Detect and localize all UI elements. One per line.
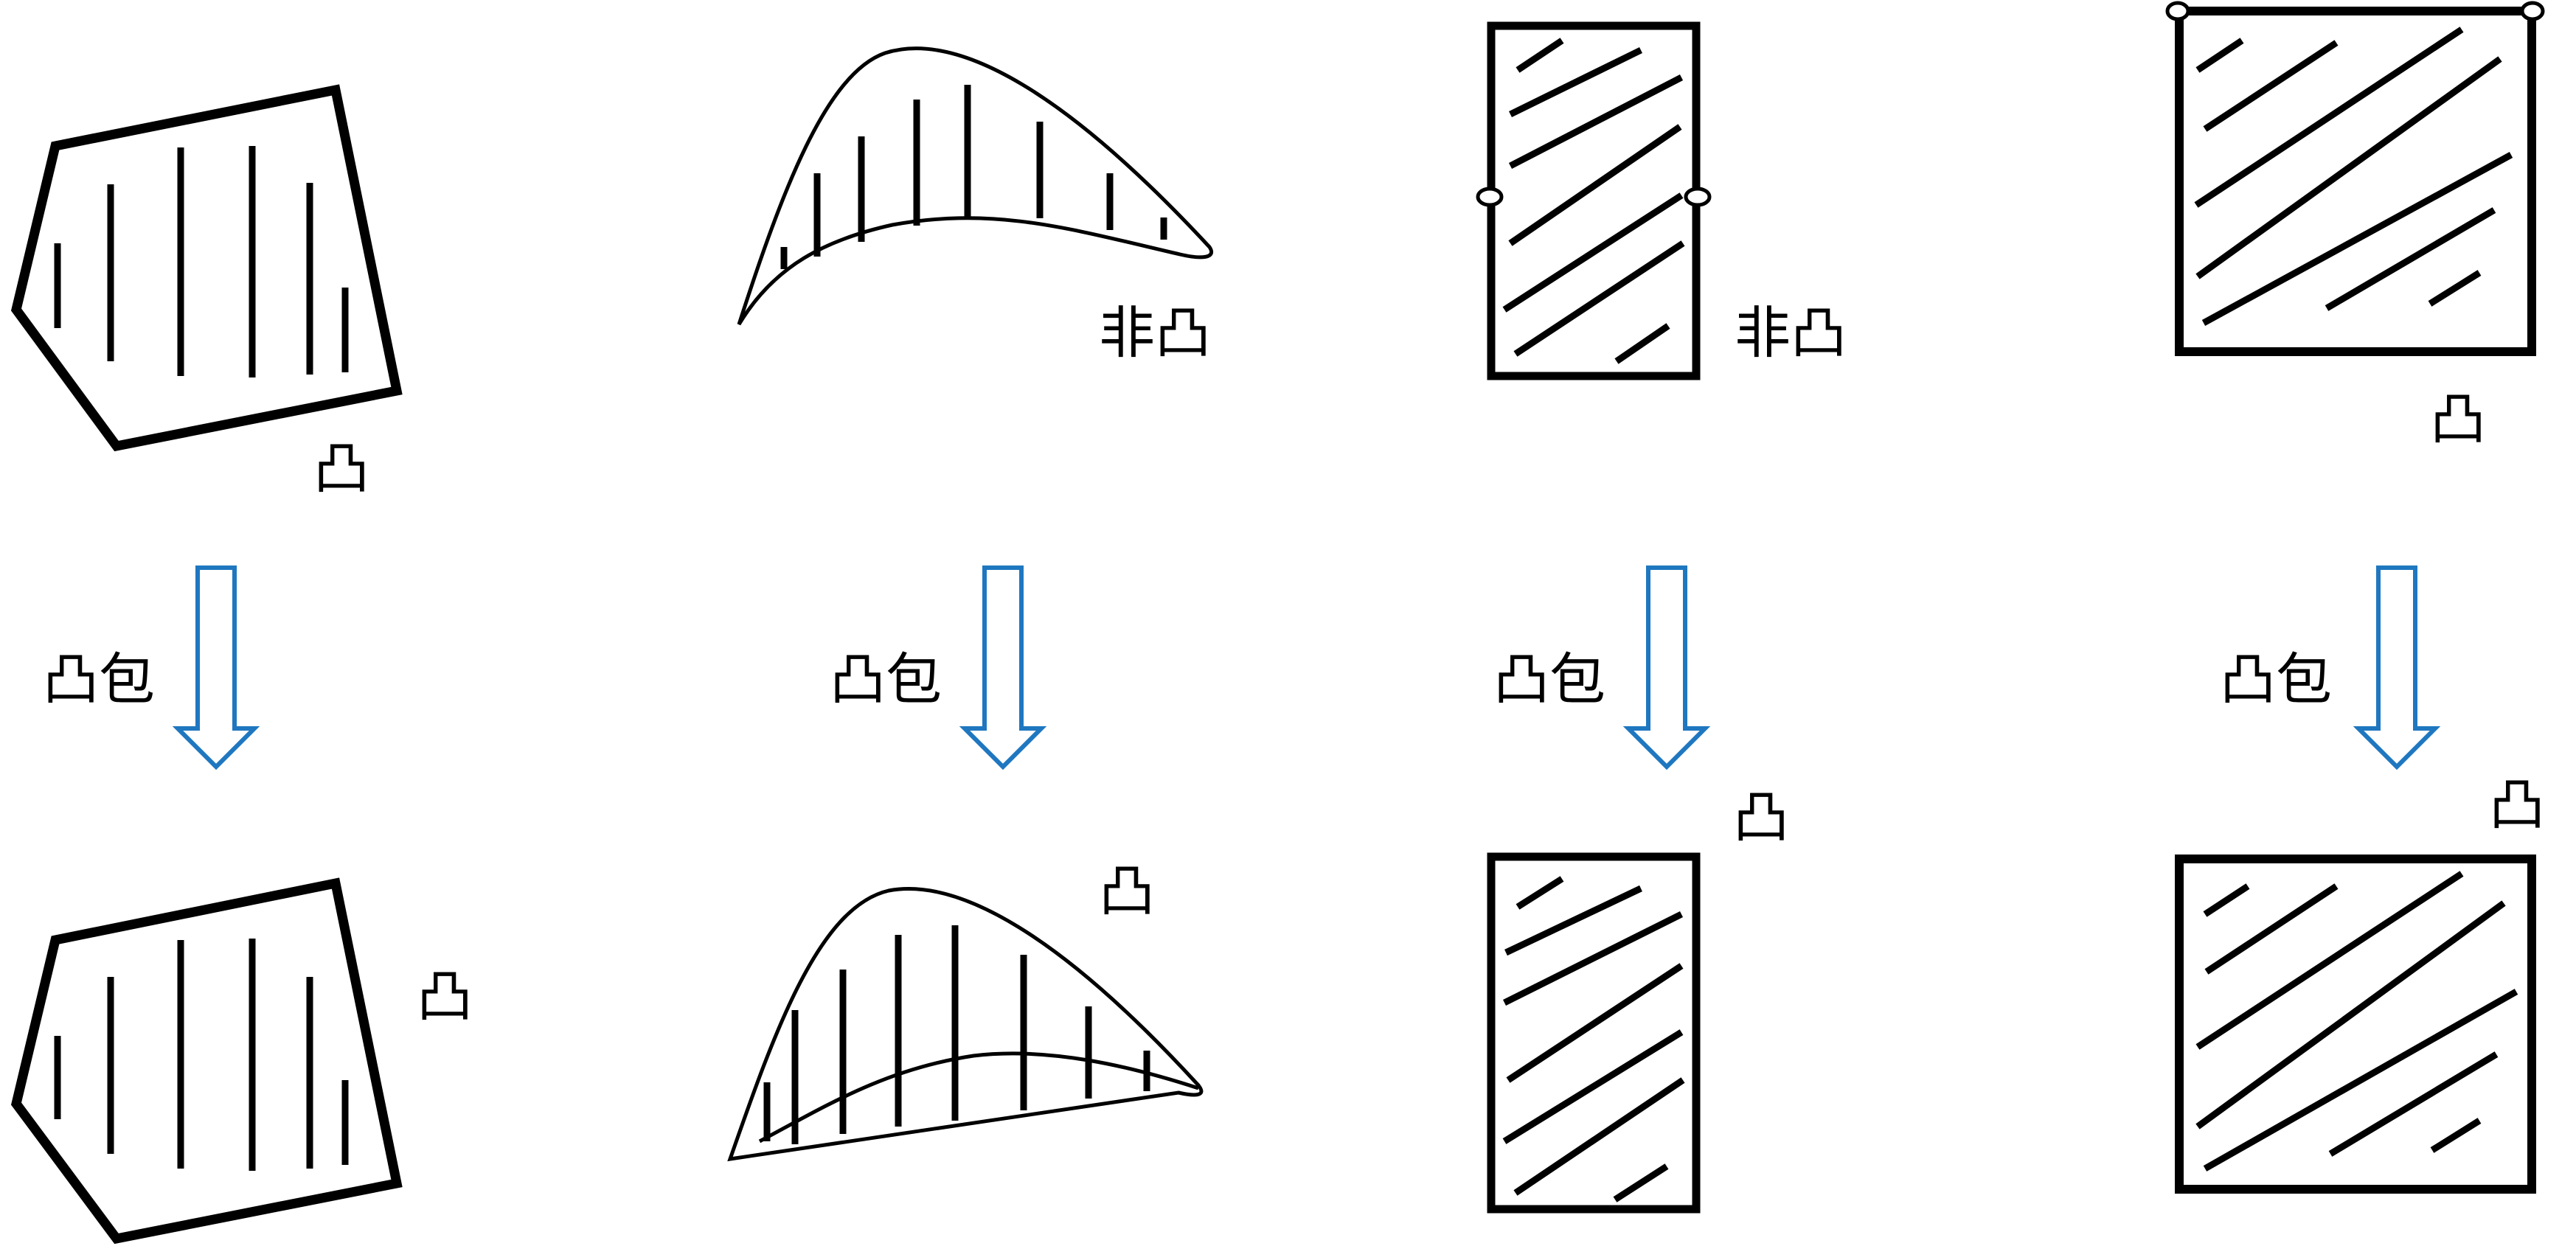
column-crescent: 非凸 凸包 凸 [727,46,1213,1162]
bottom-rectangle-label: 凸 [1733,784,1789,850]
down-arrow-icon [2353,565,2441,770]
down-arrow-icon [959,565,1047,770]
top-rectangle-shape [1476,21,1712,380]
bottom-rectangle-shape [1487,852,1701,1214]
top-rectangle-label: 非凸 [1735,300,1847,366]
bottom-polygon-hatching [54,939,349,1171]
top-crescent-hatching [780,85,1167,269]
closed-point-marker [2165,1,2190,21]
top-square-shape [2165,1,2545,356]
arrow-label-square: 凸包 [2220,647,2332,712]
top-polygon-hatching [54,146,349,377]
open-point-marker [1684,187,1712,207]
open-point-marker [1476,187,1504,207]
bottom-crescent-label: 凸 [1099,858,1155,924]
bottom-rectangle-hatching [1502,876,1685,1203]
down-arrow-icon [172,565,260,770]
top-rectangle-hatching [1502,38,1685,364]
top-crescent-shape [737,46,1213,326]
top-square-hatching [2194,27,2513,326]
bottom-crescent-shape [727,887,1204,1162]
column-rectangle-open: 非凸 凸包 凸 [1476,21,1847,1214]
arrow-label-crescent: 凸包 [830,647,942,712]
closed-point-marker [2520,1,2545,21]
down-arrow-icon [1622,565,1711,770]
top-square-label: 凸 [2430,386,2486,452]
bottom-square-shape [2175,855,2536,1194]
column-polygon: 凸 凸包 凸 [10,84,473,1245]
bottom-polygon-label: 凸 [417,964,473,1029]
bottom-square-hatching [2195,871,2518,1172]
arrow-label-rectangle: 凸包 [1493,647,1605,712]
bottom-polygon-shape [10,877,403,1245]
column-square-closed: 凸 凸包 凸 [2165,1,2545,1194]
top-polygon-label: 凸 [313,436,369,501]
bottom-square-label: 凸 [2489,772,2545,838]
arrow-label-polygon: 凸包 [43,647,155,712]
top-crescent-label: 非凸 [1099,300,1211,366]
bottom-crescent-hatching [763,925,1150,1144]
top-polygon-shape [10,84,403,452]
